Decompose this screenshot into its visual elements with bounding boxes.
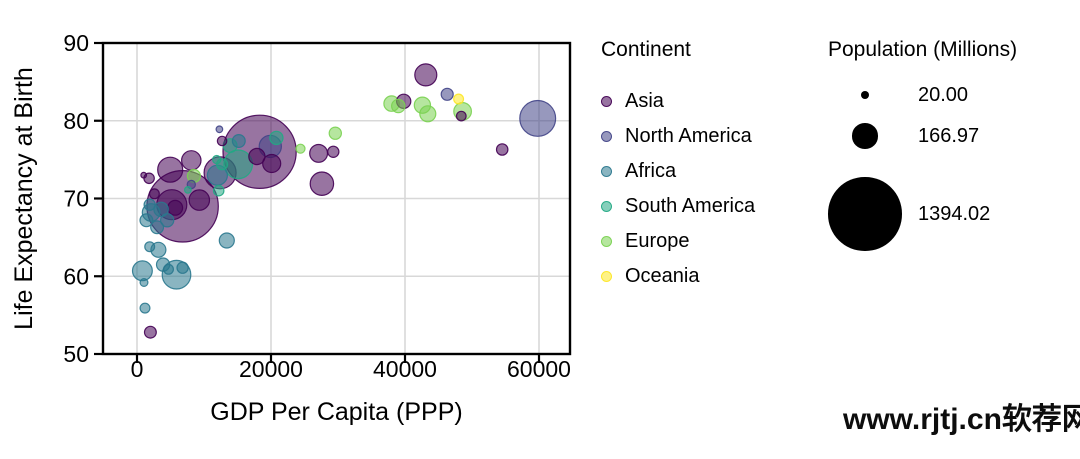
bubble-africa	[139, 278, 149, 288]
bubble-asia	[140, 171, 148, 179]
bubble-africa	[176, 261, 189, 274]
legend-item-label: North America	[625, 125, 752, 147]
bubble-asia	[309, 171, 335, 196]
bubble-asia	[148, 188, 160, 200]
size-legend-circle	[852, 123, 878, 149]
bubble-asia	[188, 189, 211, 211]
size-legend-item: 1394.02	[828, 166, 1017, 262]
bubble-north-america	[215, 125, 224, 134]
bubble-europe	[419, 105, 437, 123]
legend-item-label: Africa	[625, 160, 677, 182]
bubble-asia	[143, 325, 157, 339]
legend-item-north-america: North America	[601, 119, 755, 154]
bubble-south-america	[183, 185, 192, 194]
y-axis-tick-label: 70	[63, 186, 89, 212]
bubble-africa	[139, 302, 151, 314]
legend-item-oceania: Oceania	[601, 259, 755, 294]
size-legend-label: 20.00	[918, 83, 969, 106]
bubble-south-america	[269, 130, 284, 146]
population-legend-items: 20.00 166.97 1394.02	[828, 76, 1017, 262]
legend-color-dot	[601, 131, 612, 142]
bubble-south-america	[211, 154, 222, 165]
y-axis-tick-label: 90	[63, 30, 89, 56]
bubble-africa	[143, 198, 156, 211]
size-legend-circle-column	[828, 90, 902, 100]
x-axis-tick-label: 60000	[507, 356, 571, 382]
continent-legend-items: Asia North America Africa South America Euro…	[601, 84, 755, 294]
bubble-oceania	[453, 93, 465, 105]
x-axis-tick-label: 0	[131, 356, 144, 382]
bubble-europe	[295, 143, 306, 154]
y-axis-title: Life Expectancy at Birth	[10, 67, 38, 330]
size-legend-circle	[860, 90, 870, 100]
size-legend-label: 1394.02	[918, 202, 991, 225]
legend-color-dot	[601, 271, 612, 282]
size-legend-item: 166.97	[828, 114, 1017, 158]
legend-item-africa: Africa	[601, 154, 755, 189]
bubble-asia	[309, 143, 329, 163]
bubble-asia	[327, 145, 340, 158]
legend-color-dot	[601, 236, 612, 247]
y-axis-tick-label: 50	[63, 341, 89, 367]
bubble-asia	[495, 143, 509, 156]
size-legend-circle	[828, 177, 902, 251]
bubble-europe	[328, 126, 342, 140]
bubble-asia	[455, 110, 467, 122]
bubble-africa	[150, 220, 165, 235]
size-legend-item: 20.00	[828, 76, 1017, 114]
size-legend-label: 166.97	[918, 124, 980, 147]
bubble-north-america	[519, 99, 557, 137]
plot-border	[101, 41, 572, 356]
bubble-asia	[414, 63, 438, 87]
legend-item-label: South America	[625, 195, 756, 217]
bubble-asia	[167, 199, 184, 216]
continent-legend-title: Continent	[601, 38, 691, 61]
bubble-africa	[159, 213, 175, 228]
bubble-africa	[139, 213, 154, 228]
bubble-north-america	[440, 87, 454, 101]
legend-item-europe: Europe	[601, 224, 755, 259]
bubble-asia	[181, 150, 202, 171]
bubble-africa	[131, 260, 153, 282]
bubble-africa	[163, 263, 175, 275]
watermark-text: www.rjtj.cn软荐网	[843, 403, 1080, 436]
y-axis-tick-label: 80	[63, 108, 89, 134]
bubble-africa	[144, 241, 156, 253]
continent-legend: Continent Asia North America Africa South A…	[601, 38, 755, 294]
bubble-asia	[216, 135, 228, 147]
bubble-europe	[390, 98, 406, 114]
legend-item-label: Oceania	[625, 265, 700, 287]
legend-color-dot	[601, 166, 612, 177]
size-legend-circle-column	[828, 123, 902, 149]
legend-item-label: Europe	[625, 230, 690, 252]
population-legend-title: Population (Millions)	[828, 38, 1018, 61]
bubble-south-america	[212, 184, 225, 197]
bubble-africa	[231, 134, 246, 149]
population-size-legend: Population (Millions) 20.00 166.97 1394.02	[828, 38, 1017, 262]
x-axis-title: GDP Per Capita (PPP)	[210, 398, 462, 426]
x-axis-tick-label: 40000	[373, 356, 437, 382]
bubble-asia	[248, 147, 266, 166]
bubble-asia	[157, 156, 184, 183]
y-axis-tick-label: 60	[63, 263, 89, 289]
size-legend-circle-column	[828, 177, 902, 251]
x-axis-tick-label: 20000	[239, 356, 303, 382]
legend-item-label: Asia	[625, 90, 664, 112]
bubble-asia	[262, 153, 282, 174]
legend-color-dot	[601, 96, 612, 107]
legend-color-dot	[601, 201, 612, 212]
legend-item-south-america: South America	[601, 189, 755, 224]
bubble-africa	[218, 232, 235, 249]
legend-item-asia: Asia	[601, 84, 755, 119]
